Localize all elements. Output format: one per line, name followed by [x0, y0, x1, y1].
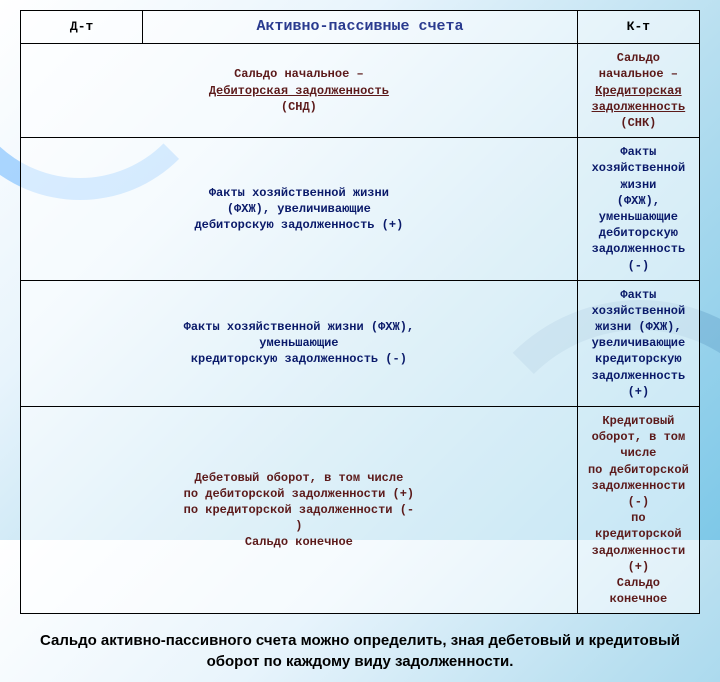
cell-line: Сальдо конечное [610, 576, 668, 606]
cell-line: (СНД) [281, 100, 317, 114]
cell-line: по дебиторской задолженности (+) [184, 487, 414, 501]
cell-line: по кредиторской задолженности [592, 511, 686, 557]
cell-line: Факты хозяйственной жизни [209, 186, 389, 200]
cell-line: Сальдо начальное – [234, 67, 364, 81]
accounts-table: Д-т Активно-пассивные счета К-т Сальдо н… [20, 10, 700, 614]
left-cell: Факты хозяйственной жизни (ФХЖ), уменьшаю… [21, 280, 578, 406]
cell-line: (+) [628, 560, 650, 574]
cell-line: Сальдо конечное [245, 535, 353, 549]
cell-line: Факты хозяйственной жизни (ФХЖ), [184, 320, 414, 334]
cell-line: (ФХЖ), уменьшающие [599, 194, 678, 224]
cell-line: Сальдо начальное – [599, 51, 678, 81]
cell-line: кредиторскую задолженность (-) [191, 352, 407, 366]
cell-line: дебиторскую задолженность (+) [194, 218, 403, 232]
cell-line: Дебиторская задолженность [209, 84, 389, 98]
header-kt: К-т [577, 11, 699, 44]
cell-line: по кредиторской задолженности (- [184, 503, 414, 517]
slide-content: Д-т Активно-пассивные счета К-т Сальдо н… [0, 0, 720, 682]
left-cell: Сальдо начальное – Дебиторская задолженно… [21, 44, 578, 138]
right-cell: Факты хозяйственной жизни(ФХЖ), уменьшаю… [577, 138, 699, 281]
right-cell: Сальдо начальное –Кредиторская задолженн… [577, 44, 699, 138]
cell-line: (ФХЖ), увеличивающие [227, 202, 371, 216]
header-title: Активно-пассивные счета [143, 11, 578, 44]
cell-line: кредиторскую задолженность (+) [592, 352, 686, 398]
right-cell: Кредитовый оборот, в том числепо дебитор… [577, 407, 699, 614]
table-row: Дебетовый оборот, в том числе по дебиторс… [21, 407, 700, 614]
cell-line: увеличивающие [592, 336, 686, 350]
cell-line: по дебиторской задолженности (-) [588, 463, 689, 509]
header-row: Д-т Активно-пассивные счета К-т [21, 11, 700, 44]
left-cell: Дебетовый оборот, в том числе по дебиторс… [21, 407, 578, 614]
cell-line: Кредиторская задолженность [592, 84, 686, 114]
cell-line: уменьшающие [259, 336, 338, 350]
table-row: Факты хозяйственной жизни (ФХЖ), увеличив… [21, 138, 700, 281]
right-cell: Факты хозяйственной жизни (ФХЖ), увеличив… [577, 280, 699, 406]
table-row: Сальдо начальное – Дебиторская задолженно… [21, 44, 700, 138]
cell-line: Кредитовый оборот, в том числе [592, 414, 686, 460]
cell-line: Дебетовый оборот, в том числе [194, 471, 403, 485]
cell-line: ) [295, 519, 302, 533]
caption-text: Сальдо активно-пассивного счета можно оп… [20, 630, 700, 672]
left-cell: Факты хозяйственной жизни (ФХЖ), увеличив… [21, 138, 578, 281]
cell-line: дебиторскую задолженность (-) [592, 226, 686, 272]
header-dt: Д-т [21, 11, 143, 44]
cell-line: (СНК) [620, 116, 656, 130]
cell-line: Факты хозяйственной жизни (ФХЖ), [592, 288, 686, 334]
cell-line: Факты хозяйственной жизни [592, 145, 686, 191]
table-row: Факты хозяйственной жизни (ФХЖ), уменьшаю… [21, 280, 700, 406]
